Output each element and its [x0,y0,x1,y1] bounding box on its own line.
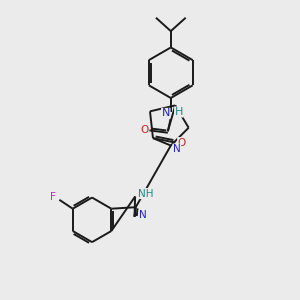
Text: O: O [140,125,148,135]
Text: F: F [50,192,56,202]
Text: N: N [162,108,170,118]
Text: N: N [139,210,147,220]
Text: H: H [175,107,183,117]
Text: O: O [178,138,186,148]
Text: NH: NH [138,188,153,199]
Text: N: N [173,144,181,154]
